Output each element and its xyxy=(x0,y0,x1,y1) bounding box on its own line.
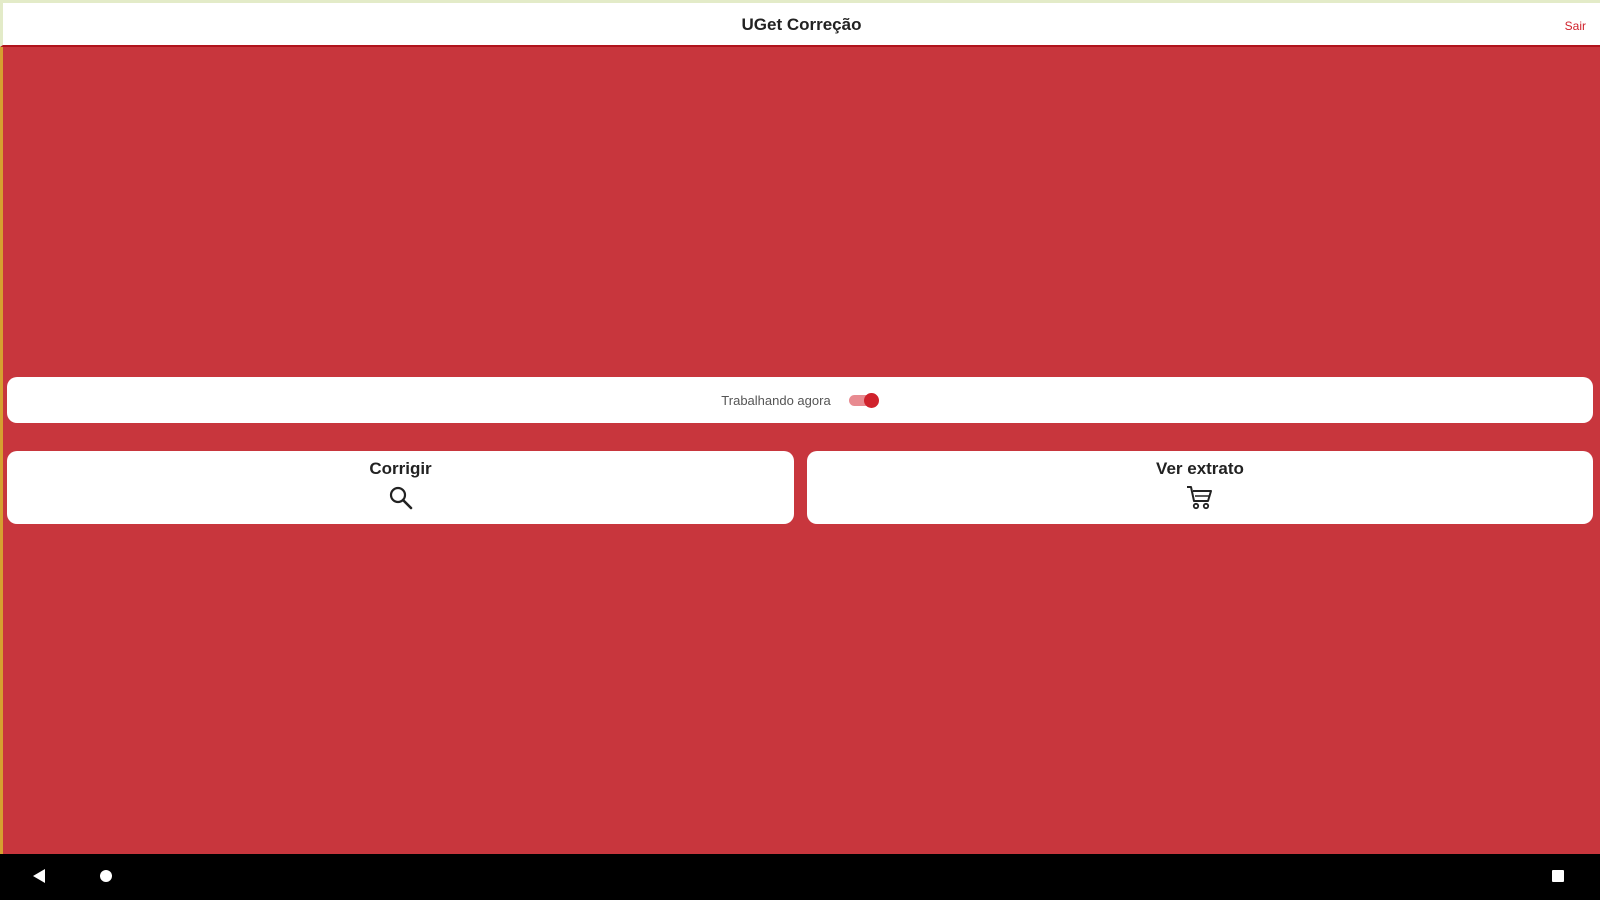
recents-icon[interactable] xyxy=(1552,870,1564,882)
main-content xyxy=(0,47,1600,854)
cart-icon xyxy=(1186,485,1214,516)
correct-button[interactable]: Corrigir xyxy=(7,451,794,524)
view-statement-button-label: Ver extrato xyxy=(1156,459,1244,478)
working-status-label: Trabalhando agora xyxy=(721,392,831,408)
view-statement-button[interactable]: Ver extrato xyxy=(807,451,1593,524)
toggle-track xyxy=(848,395,877,406)
back-icon[interactable] xyxy=(33,869,45,883)
page-title: UGet Correção xyxy=(741,15,862,34)
working-toggle[interactable] xyxy=(848,393,879,408)
exit-button[interactable]: Sair xyxy=(1564,19,1586,33)
search-icon xyxy=(388,485,414,516)
toggle-thumb xyxy=(863,393,879,408)
home-icon[interactable] xyxy=(100,870,112,882)
app-header: UGet Correção Sair xyxy=(0,0,1600,47)
working-status-card: Trabalhando agora xyxy=(7,377,1593,423)
system-nav-bar xyxy=(0,854,1600,900)
correct-button-label: Corrigir xyxy=(369,459,432,478)
